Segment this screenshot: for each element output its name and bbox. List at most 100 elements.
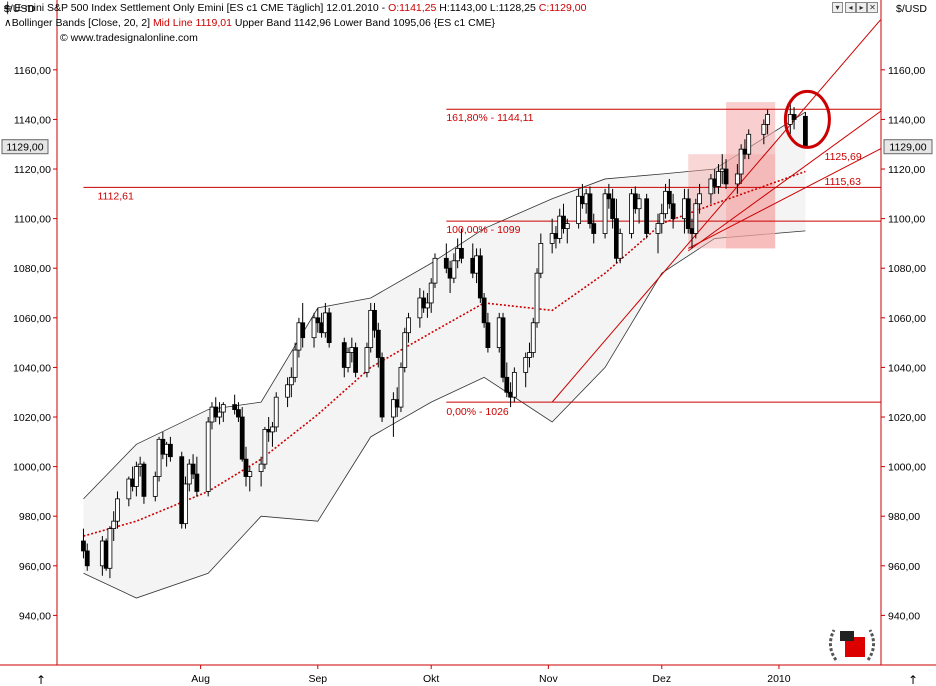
up-arrow-icon: ↑	[36, 673, 46, 686]
y-tick-label-left: 1120,00	[14, 164, 51, 176]
x-tick-label: Nov	[539, 673, 558, 685]
trend-line	[551, 19, 881, 403]
candle-body	[194, 473, 200, 492]
trend-line	[687, 148, 881, 249]
candle-body	[576, 195, 582, 224]
circle-marker-group	[783, 89, 831, 149]
candle-body	[693, 203, 699, 234]
upper-band-line	[83, 111, 806, 500]
currency-label-right: $/USD	[896, 3, 927, 15]
candle-body	[236, 409, 241, 418]
candle-body	[292, 349, 298, 378]
candle-body	[734, 173, 740, 185]
hl-values: H:1143,00 L:1128,25	[436, 2, 539, 14]
candle-body	[459, 247, 464, 259]
candle-body	[451, 260, 457, 279]
y-tick-label-left: 1140,00	[14, 114, 51, 126]
level-label: 0,00% - 1026	[446, 406, 509, 418]
y-tick-label-left: 1100,00	[14, 214, 51, 226]
candle-body	[190, 463, 196, 475]
x-tick-label: Okt	[423, 673, 439, 685]
candle-body	[398, 367, 404, 408]
trend-line-label: 1115,63	[825, 176, 862, 188]
candle-body	[443, 257, 449, 269]
candle-body	[126, 478, 132, 500]
laurel-left	[829, 629, 838, 661]
candle-body	[761, 123, 767, 135]
candle-body	[746, 133, 752, 155]
candle-body	[485, 322, 491, 348]
x-tick-label: Dez	[652, 673, 671, 685]
candle-body	[511, 371, 517, 398]
candle-body	[258, 463, 264, 472]
candle-body	[364, 347, 370, 373]
last-price-tag-left: 1129,00	[6, 142, 43, 154]
x-tick-label: 2010	[767, 673, 791, 685]
y-tick-label-left: 1020,00	[13, 412, 51, 424]
copyright-line: © www.tradesignalonline.com	[60, 32, 198, 44]
candle-body	[523, 357, 529, 373]
y-tick-label-left: 1160,00	[14, 65, 51, 77]
candle-body	[81, 540, 86, 552]
series-name: E-mini S&P 500 Index Settlement Only Emi…	[14, 2, 389, 14]
scroll-right-icon[interactable]: ▸	[856, 2, 867, 13]
candle-body	[315, 317, 321, 324]
circle-marker	[783, 89, 831, 149]
candle-body	[791, 114, 797, 120]
y-tick-label-right: 960,00	[888, 561, 920, 573]
y-tick-label-right: 1100,00	[888, 214, 925, 226]
y-tick-label-left: 1080,00	[13, 263, 51, 275]
candle-body	[803, 115, 808, 148]
last-price-tag-right: 1129,00	[889, 142, 926, 154]
candle-body	[141, 463, 147, 497]
candle-body	[232, 404, 238, 410]
candle-body	[629, 193, 634, 234]
candle-body	[716, 171, 721, 187]
band-values: Upper Band 1142,96 Lower Band 1095,06 {E…	[231, 17, 496, 29]
indicator-info-line: ∧Bollinger Bands [Close, 20, 2] Mid Line…	[4, 16, 495, 30]
y-tick-label-right: 1160,00	[888, 65, 925, 77]
y-tick-label-right: 980,00	[888, 511, 920, 523]
candle-body	[666, 190, 672, 205]
candle-body	[655, 223, 661, 234]
y-tick-label-right: 940,00	[888, 610, 920, 622]
y-tick-label-right: 1060,00	[888, 313, 926, 325]
candle-body	[504, 376, 510, 393]
candle-body	[115, 498, 120, 522]
level-label: 100,00% - 1099	[446, 224, 520, 236]
level-label: 161,80% - 1144,11	[446, 112, 533, 124]
dropdown-icon[interactable]: ▾	[832, 2, 843, 13]
candle-body	[670, 203, 676, 220]
close-icon[interactable]: ✕	[867, 2, 878, 13]
candle-body	[300, 322, 306, 339]
candle-body	[765, 114, 771, 125]
last-price-box-left	[1, 139, 49, 155]
candle-body	[477, 255, 483, 299]
candle-body	[406, 317, 411, 334]
candle-body	[107, 528, 113, 569]
candle-body	[111, 520, 117, 530]
candle-body	[636, 198, 642, 210]
candle-body	[561, 215, 566, 229]
candle-body	[644, 198, 650, 234]
fibonacci-levels: 161,80% - 1144,11 1112,61 100,00% - 1099 0,…	[83, 108, 881, 418]
y-tick-label-right: 1040,00	[888, 362, 926, 374]
candle-body	[243, 458, 249, 477]
scroll-left-icon[interactable]: ◂	[845, 2, 856, 13]
candle-body	[738, 148, 744, 175]
candle-body	[239, 416, 245, 460]
laurel-right	[866, 629, 875, 661]
y-tick-label-left: 980,00	[19, 511, 51, 523]
candle-body	[587, 193, 593, 224]
series-info-line: ╪ E-mini S&P 500 Index Settlement Only E…	[4, 1, 586, 15]
candle-body	[167, 443, 173, 458]
candle-body	[183, 483, 188, 525]
highlight-zones	[688, 102, 776, 249]
candle-body	[697, 193, 702, 205]
up-arrow-icon: ↑	[908, 673, 918, 686]
candle-body	[602, 193, 608, 234]
candle-body	[84, 550, 90, 567]
logo-block	[845, 637, 865, 657]
candle-body	[610, 198, 616, 220]
candle-body	[659, 213, 665, 224]
